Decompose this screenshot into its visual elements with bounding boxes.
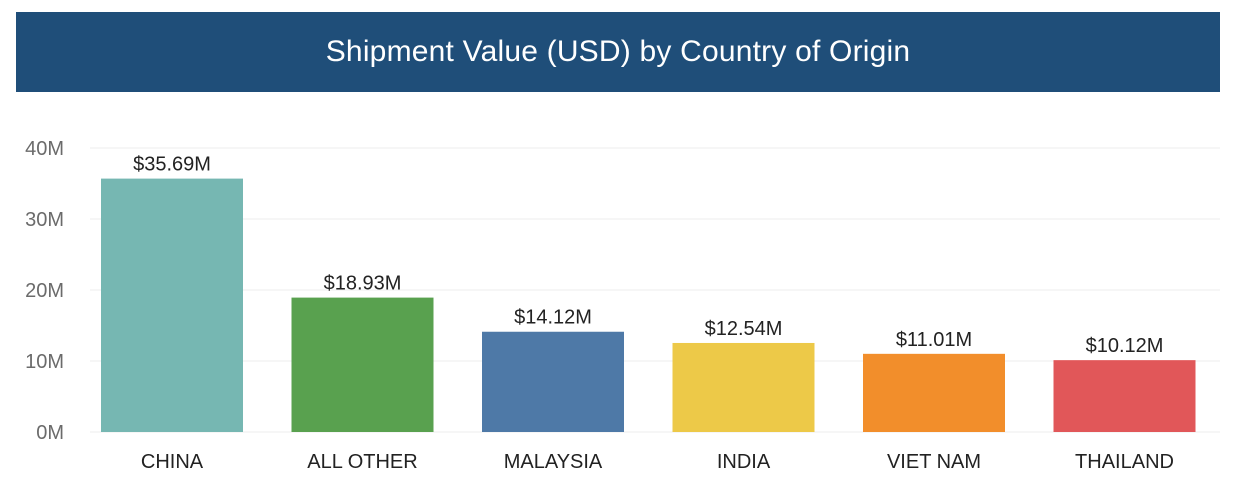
data-label: $18.93M — [324, 273, 402, 295]
category-label: MALAYSIA — [504, 451, 603, 473]
bar-china — [101, 178, 243, 432]
y-tick-label: 30M — [25, 209, 64, 231]
bar-india — [672, 342, 815, 432]
category-label: VIET NAM — [887, 451, 981, 473]
bar-malaysia — [482, 331, 624, 432]
category-label: INDIA — [717, 451, 771, 473]
data-label: $11.01M — [896, 329, 972, 351]
data-label: $14.12M — [514, 307, 592, 329]
category-label: THAILAND — [1075, 451, 1174, 473]
chart-title: Shipment Value (USD) by Country of Origi… — [325, 35, 911, 68]
category-label: CHINA — [141, 451, 204, 473]
data-label: $12.54M — [705, 318, 783, 340]
y-tick-label: 0M — [36, 422, 64, 444]
bar-viet-nam — [863, 353, 1005, 432]
category-label: ALL OTHER — [307, 451, 417, 473]
data-label: $10.12M — [1086, 335, 1164, 357]
data-label: $35.69M — [133, 154, 211, 176]
bar-thailand — [1053, 360, 1196, 432]
bar-all-other — [291, 297, 434, 432]
y-tick-label: 40M — [25, 138, 64, 160]
y-tick-label: 20M — [25, 280, 64, 302]
y-tick-label: 10M — [25, 351, 64, 373]
chart-title-bar: Shipment Value (USD) by Country of Origi… — [16, 12, 1220, 92]
